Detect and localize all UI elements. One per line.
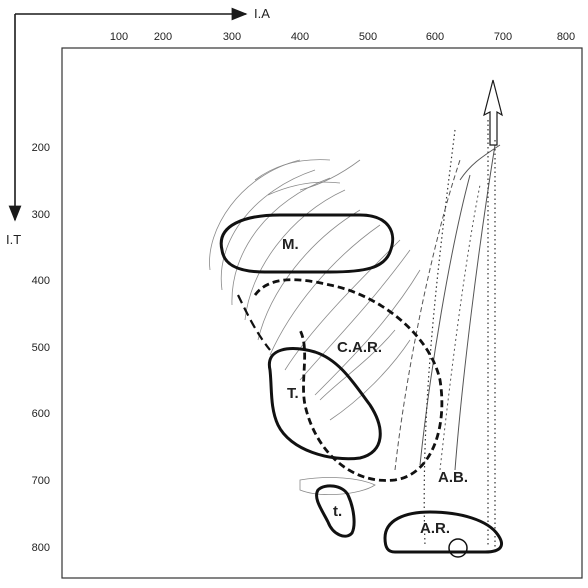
label-ar: A.R.	[420, 520, 450, 537]
ar-dotted-path	[423, 120, 496, 548]
label-m: M.	[282, 236, 299, 253]
x-tick-label: 300	[223, 31, 241, 43]
plot-frame	[61, 47, 583, 579]
region-t-upper-outline	[267, 347, 382, 461]
region-car-lead	[237, 294, 271, 351]
label-t-lower: t.	[333, 503, 342, 520]
label-ab: A.B.	[438, 469, 468, 486]
x-tick-label: 800	[557, 31, 575, 43]
region-m-outline	[219, 213, 395, 274]
x-axis-title: I.A	[254, 6, 270, 21]
x-tick-label: 600	[426, 31, 444, 43]
y-tick-label: 600	[32, 408, 50, 420]
y-tick-label: 400	[32, 275, 50, 287]
region-car-outline	[253, 278, 444, 482]
y-axis-title: I.T	[6, 232, 21, 247]
x-tick-label: 400	[291, 31, 309, 43]
ar-small-circle	[448, 538, 468, 558]
region-t-lower-outline	[315, 484, 356, 538]
y-tick-label: 500	[32, 342, 50, 354]
upward-arrow-icon	[483, 79, 503, 146]
y-tick-label: 300	[32, 209, 50, 221]
y-tick-label: 700	[32, 475, 50, 487]
y-tick-label: 800	[32, 542, 50, 554]
x-tick-label: 200	[154, 31, 172, 43]
label-t-upper: T.	[287, 385, 299, 402]
x-tick-label: 100	[110, 31, 128, 43]
label-car: C.A.R.	[337, 339, 382, 356]
region-ar-outline	[383, 510, 503, 554]
x-tick-label: 700	[494, 31, 512, 43]
x-tick-label: 500	[359, 31, 377, 43]
y-tick-label: 200	[32, 142, 50, 154]
trajectory-lines	[209, 159, 421, 495]
